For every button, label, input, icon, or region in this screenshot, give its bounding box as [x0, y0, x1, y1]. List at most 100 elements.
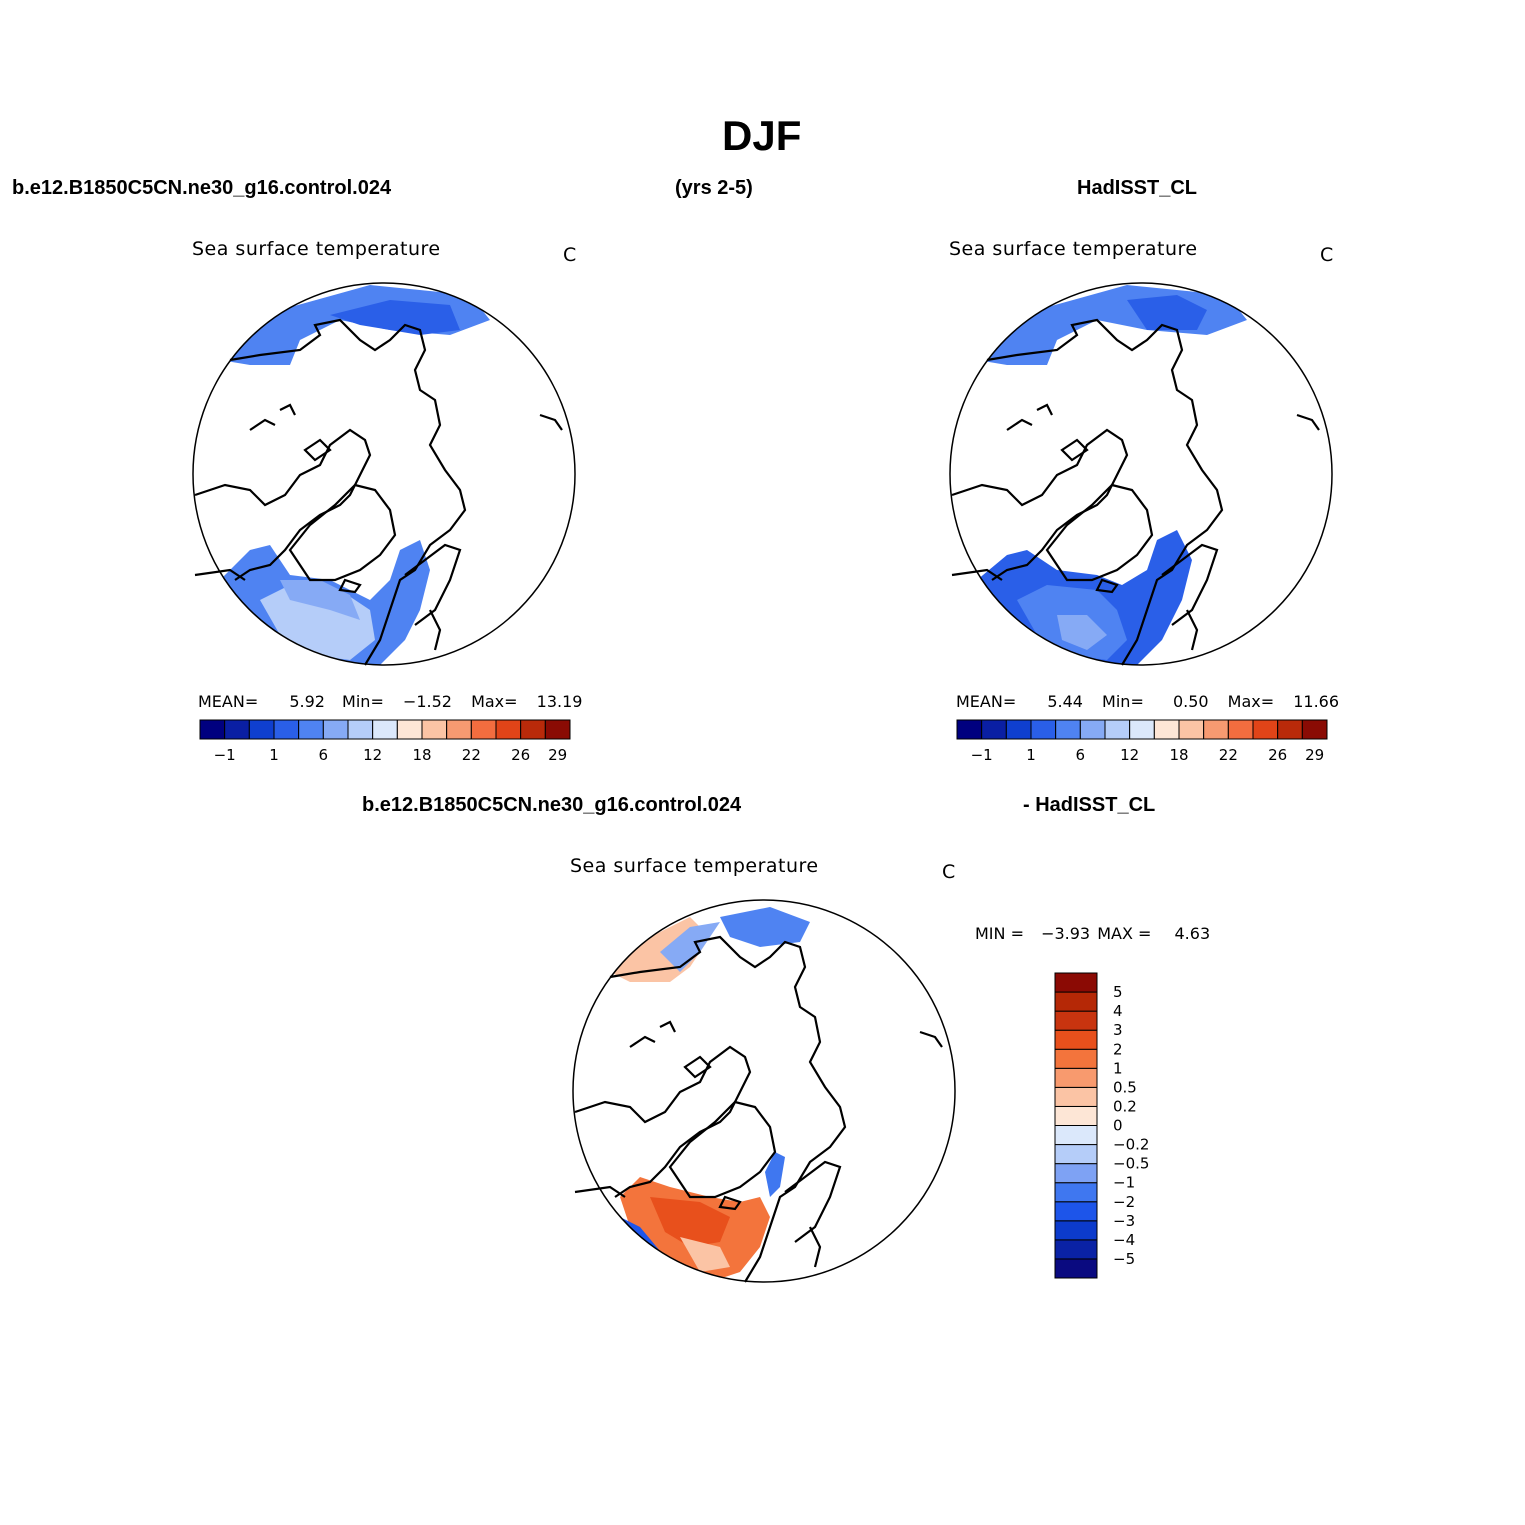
obs-colorbar-box [1055, 719, 1081, 740]
pacific-ocean-field-cold [1127, 295, 1207, 330]
diff-panel-units: C [942, 861, 956, 883]
diff-colorbar-box [1054, 1258, 1098, 1279]
obs-colorbar-box [981, 719, 1007, 740]
model-max-label: Max= [471, 692, 518, 711]
model-colorbar-box [224, 719, 250, 740]
obs-colorbar-box [1104, 719, 1131, 740]
diff-min-label: MIN = [975, 924, 1024, 943]
diff-colorbar-tick-label: 2 [1113, 1040, 1123, 1058]
greenland-outline [1045, 483, 1154, 582]
nordic-diff-field-cool [765, 1152, 785, 1197]
diff-max-value: 4.63 [1174, 924, 1211, 943]
diff-stats: MIN = −3.93 MAX = 4.63 [975, 924, 1210, 943]
diff-colorbar-tick-label: 3 [1113, 1021, 1123, 1039]
diff-colorbar-tick-label: −5 [1113, 1250, 1135, 1268]
header-years: (yrs 2-5) [675, 177, 753, 199]
diff-min-value: −3.93 [1041, 924, 1091, 943]
obs-min-label: Min= [1102, 692, 1144, 711]
diff-colorbar-box [1054, 1220, 1098, 1241]
model-colorbar-box [470, 719, 497, 740]
obs-max-value: 11.66 [1293, 692, 1340, 711]
model-colorbar-box [248, 719, 275, 740]
diff-colorbar-tick-label: 0.2 [1113, 1097, 1137, 1115]
header-model-case: b.e12.B1850C5CN.ne30_g16.control.024 [12, 177, 392, 199]
model-max-value: 13.19 [536, 692, 583, 711]
obs-panel-units: C [1320, 244, 1334, 266]
diff-colorbar-box [1054, 1125, 1098, 1146]
model-colorbar-tick-label: 1 [269, 746, 279, 764]
obs-colorbar-box [1005, 719, 1032, 740]
diff-colorbar-tick-label: −0.2 [1113, 1136, 1149, 1154]
diff-colorbar-tick-label: −0.5 [1113, 1155, 1149, 1173]
obs-colorbar-tick-label: 29 [1305, 746, 1324, 764]
diff-colorbar-box [1054, 1182, 1098, 1203]
obs-colorbar-tick-label: 26 [1268, 746, 1287, 764]
diff-header-model-case: b.e12.B1850C5CN.ne30_g16.control.024 [362, 794, 742, 816]
model-colorbar-tick-label: 6 [319, 746, 329, 764]
obs-colorbar-box [1203, 719, 1229, 740]
diff-colorbar-box [1054, 1144, 1098, 1165]
atlantic-diff-field-hotter [650, 1197, 730, 1247]
diff-colorbar-tick-label: 5 [1113, 983, 1123, 1001]
model-colorbar-box [495, 719, 522, 740]
model-colorbar-box [347, 719, 374, 740]
obs-colorbar-tick-label: 12 [1120, 746, 1139, 764]
coastlines [574, 935, 943, 1283]
model-colorbar-box [446, 719, 472, 740]
header-obs-case: HadISST_CL [1077, 177, 1198, 199]
greenland-outline [668, 1100, 777, 1199]
model-colorbar-tick-label: 18 [412, 746, 431, 764]
obs-colorbar-tick-label: 18 [1169, 746, 1188, 764]
figure-title: DJF [722, 112, 802, 159]
atlantic-diff-field-mild [680, 1237, 730, 1272]
diff-colorbar-box [1054, 1048, 1098, 1069]
obs-colorbar-tick-label: 1 [1026, 746, 1036, 764]
model-colorbar-tick-label: 26 [511, 746, 530, 764]
coastlines [951, 318, 1320, 666]
obs-colorbar-tick-label: −1 [971, 746, 993, 764]
model-colorbar: −1 1 6 12 18 22 26 29 [199, 719, 571, 764]
diff-colorbar-box [1054, 1105, 1098, 1126]
model-min-label: Min= [342, 692, 384, 711]
obs-colorbar-box [1252, 719, 1279, 740]
obs-colorbar-box [1030, 719, 1057, 740]
diff-colorbar-box [1054, 1163, 1098, 1184]
obs-colorbar-box [1301, 719, 1328, 740]
model-colorbar-box [322, 719, 349, 740]
obs-polar-map [949, 282, 1333, 666]
obs-colorbar-box [1153, 719, 1180, 740]
pacific-ocean-field [977, 285, 1247, 365]
model-mean-value: 5.92 [289, 692, 325, 711]
model-colorbar-tick-label: 22 [462, 746, 481, 764]
diff-colorbar-tick-label: −1 [1113, 1174, 1135, 1192]
model-colorbar-box [372, 719, 398, 740]
diff-max-label: MAX = [1097, 924, 1152, 943]
obs-colorbar-box [1227, 719, 1254, 740]
diff-colorbar-box [1054, 1067, 1098, 1088]
model-colorbar-box [396, 719, 423, 740]
obs-colorbar-box [1079, 719, 1106, 740]
diff-colorbar-tick-label: −3 [1113, 1212, 1135, 1230]
obs-min-value: 0.50 [1172, 692, 1209, 711]
obs-colorbar-box [1277, 719, 1303, 740]
diff-colorbar-tick-label: 1 [1113, 1059, 1123, 1077]
model-colorbar-box [520, 719, 546, 740]
pacific-diff-field-cold [720, 907, 810, 947]
obs-colorbar-tick-label: 6 [1076, 746, 1086, 764]
obs-stats: MEAN= 5.44 Min= 0.50 Max= 11.66 [956, 692, 1339, 711]
model-colorbar-box [298, 719, 324, 740]
model-stats: MEAN= 5.92 Min= −1.52 Max= 13.19 [198, 692, 582, 711]
model-colorbar-box [421, 719, 448, 740]
model-colorbar-box [273, 719, 300, 740]
obs-mean-label: MEAN= [956, 692, 1017, 711]
model-min-value: −1.52 [402, 692, 452, 711]
obs-mean-value: 5.44 [1047, 692, 1083, 711]
model-colorbar-tick-label: 29 [548, 746, 567, 764]
obs-colorbar-box [1129, 719, 1155, 740]
diff-colorbar-box [1054, 1239, 1098, 1260]
obs-colorbar-box [1178, 719, 1205, 740]
obs-colorbar-tick-label: 22 [1219, 746, 1238, 764]
diff-colorbar-tick-label: −2 [1113, 1193, 1135, 1211]
atlantic-ocean-field-mid [1057, 615, 1107, 650]
